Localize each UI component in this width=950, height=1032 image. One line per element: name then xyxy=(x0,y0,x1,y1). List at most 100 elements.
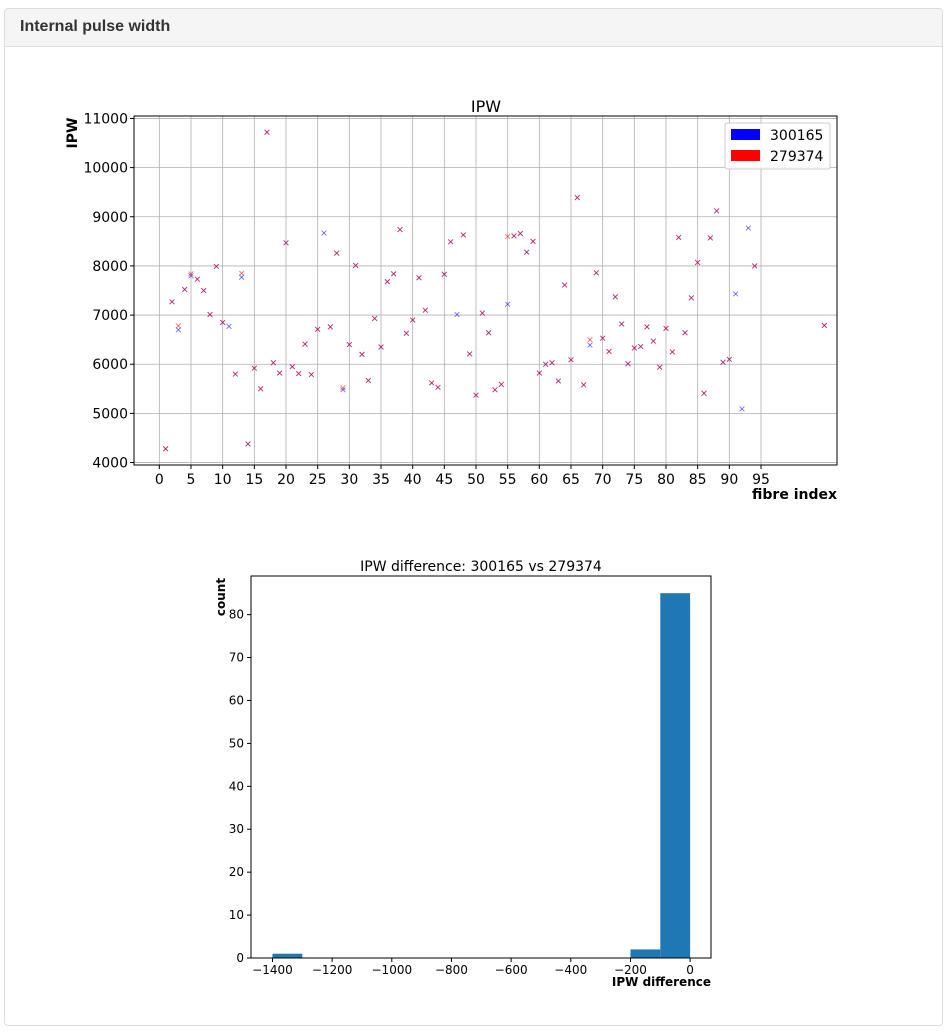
scatter-point-279374 xyxy=(720,359,726,365)
scatter-x-tick-label: 0 xyxy=(155,472,164,488)
scatter-point-279374 xyxy=(238,270,245,277)
scatter-point-279374 xyxy=(713,208,720,214)
scatter-x-tick-label: 90 xyxy=(720,472,738,488)
scatter-y-tick-label: 8000 xyxy=(92,259,128,275)
scatter-point-279374 xyxy=(618,321,625,327)
scatter-point-279374 xyxy=(485,330,492,336)
scatter-x-tick-label: 10 xyxy=(214,472,232,488)
scatter-x-tick-label: 80 xyxy=(657,472,675,488)
hist-x-tick-label: −1400 xyxy=(252,963,293,977)
scatter-point-279374 xyxy=(390,271,397,277)
hist-bar xyxy=(272,953,303,958)
scatter-y-tick-label: 10000 xyxy=(83,161,128,177)
scatter-point-279374 xyxy=(384,278,391,285)
scatter-point-279374 xyxy=(232,371,239,377)
scatter-point-279374 xyxy=(707,235,714,241)
scatter-point-279374 xyxy=(568,357,574,363)
scatter-title: IPW xyxy=(471,97,501,116)
scatter-point-300165 xyxy=(504,301,511,307)
scatter-point-300165 xyxy=(739,406,745,412)
scatter-point-300165 xyxy=(587,342,593,348)
scatter-point-279374 xyxy=(371,315,378,322)
scatter-legend: 300165 279374 xyxy=(724,122,831,170)
scatter-point-279374 xyxy=(523,249,530,255)
scatter-point-300165 xyxy=(238,274,245,280)
scatter-point-279374 xyxy=(593,270,600,276)
scatter-point-279374 xyxy=(701,390,707,396)
scatter-x-tick-label: 45 xyxy=(435,472,453,488)
scatter-point-279374 xyxy=(612,294,619,300)
scatter-point-279374 xyxy=(694,259,701,266)
scatter-point-279374 xyxy=(289,363,296,370)
scatter-point-279374 xyxy=(606,348,612,355)
scatter-point-279374 xyxy=(587,336,593,343)
scatter-point-279374 xyxy=(536,370,543,376)
scatter-point-300165 xyxy=(188,273,194,279)
scatter-point-279374 xyxy=(327,324,334,330)
scatter-x-tick-label: 50 xyxy=(467,472,485,488)
scatter-point-279374 xyxy=(264,129,270,135)
scatter-point-300165 xyxy=(732,291,739,297)
scatter-point-279374 xyxy=(650,338,657,344)
scatter-point-279374 xyxy=(428,380,435,386)
hist-x-axis-label: IPW difference xyxy=(612,975,711,989)
scatter-x-tick-label: 5 xyxy=(187,472,196,488)
hist-x-tick-label: 0 xyxy=(686,963,694,977)
scatter-point-279374 xyxy=(352,262,359,269)
scatter-point-279374 xyxy=(447,239,454,245)
scatter-y-tick-label: 5000 xyxy=(92,406,128,422)
scatter-point-279374 xyxy=(270,360,277,366)
hist-x-tick-label: −200 xyxy=(614,963,647,977)
scatter-point-279374 xyxy=(409,317,416,323)
scatter-point-279374 xyxy=(276,370,283,376)
ipw-difference-histogram: IPW difference: 300165 vs 279374 count I… xyxy=(214,559,712,989)
scatter-point-279374 xyxy=(625,361,631,367)
hist-y-tick-label: 70 xyxy=(229,651,244,665)
scatter-x-tick-label: 70 xyxy=(594,472,612,488)
scatter-point-279374 xyxy=(175,323,182,329)
scatter-y-axis-label: IPW xyxy=(65,118,81,149)
hist-y-tick-label: 40 xyxy=(229,779,244,793)
hist-y-tick-label: 30 xyxy=(229,822,244,836)
scatter-x-tick-label: 40 xyxy=(404,472,422,488)
hist-y-tick-label: 50 xyxy=(229,736,244,750)
scatter-point-279374 xyxy=(340,385,346,391)
scatter-x-tick-label: 25 xyxy=(309,472,327,488)
scatter-point-279374 xyxy=(631,345,638,351)
scatter-point-279374 xyxy=(492,387,498,393)
scatter-point-279374 xyxy=(422,307,429,313)
panel-heading: Internal pulse width xyxy=(5,9,942,47)
scatter-point-279374 xyxy=(599,335,606,341)
scatter-point-279374 xyxy=(435,384,441,391)
scatter-point-279374 xyxy=(346,341,353,348)
hist-x-tick-label: −800 xyxy=(435,963,468,977)
scatter-point-279374 xyxy=(441,271,448,277)
scatter-x-tick-label: 85 xyxy=(689,472,707,488)
scatter-point-300165 xyxy=(175,327,182,333)
scatter-x-tick-label: 95 xyxy=(752,472,770,488)
scatter-x-tick-label: 60 xyxy=(530,472,548,488)
scatter-x-tick-label: 65 xyxy=(562,472,580,488)
scatter-x-tick-label: 75 xyxy=(625,472,643,488)
scatter-point-279374 xyxy=(302,341,308,347)
scatter-point-300165 xyxy=(226,323,232,330)
hist-x-tick-label: −400 xyxy=(554,963,587,977)
scatter-x-tick-label: 30 xyxy=(340,472,358,488)
scatter-point-279374 xyxy=(656,364,663,370)
scatter-point-279374 xyxy=(555,378,562,384)
legend-swatch-300165 xyxy=(731,129,760,140)
hist-y-tick-label: 0 xyxy=(236,951,244,965)
scatter-point-279374 xyxy=(821,322,828,329)
legend-label-279374: 279374 xyxy=(770,149,824,165)
scatter-point-279374 xyxy=(644,324,650,330)
scatter-point-300165 xyxy=(745,225,752,231)
scatter-x-tick-label: 20 xyxy=(277,472,295,488)
panel-title: Internal pulse width xyxy=(20,18,171,35)
scatter-point-300165 xyxy=(340,387,346,393)
hist-x-tick-label: −1000 xyxy=(372,963,413,977)
scatter-plot-frame xyxy=(133,115,838,466)
scatter-point-279374 xyxy=(295,370,302,377)
scatter-y-tick-label: 4000 xyxy=(92,456,128,472)
scatter-point-279374 xyxy=(378,344,384,350)
scatter-point-279374 xyxy=(542,361,549,367)
